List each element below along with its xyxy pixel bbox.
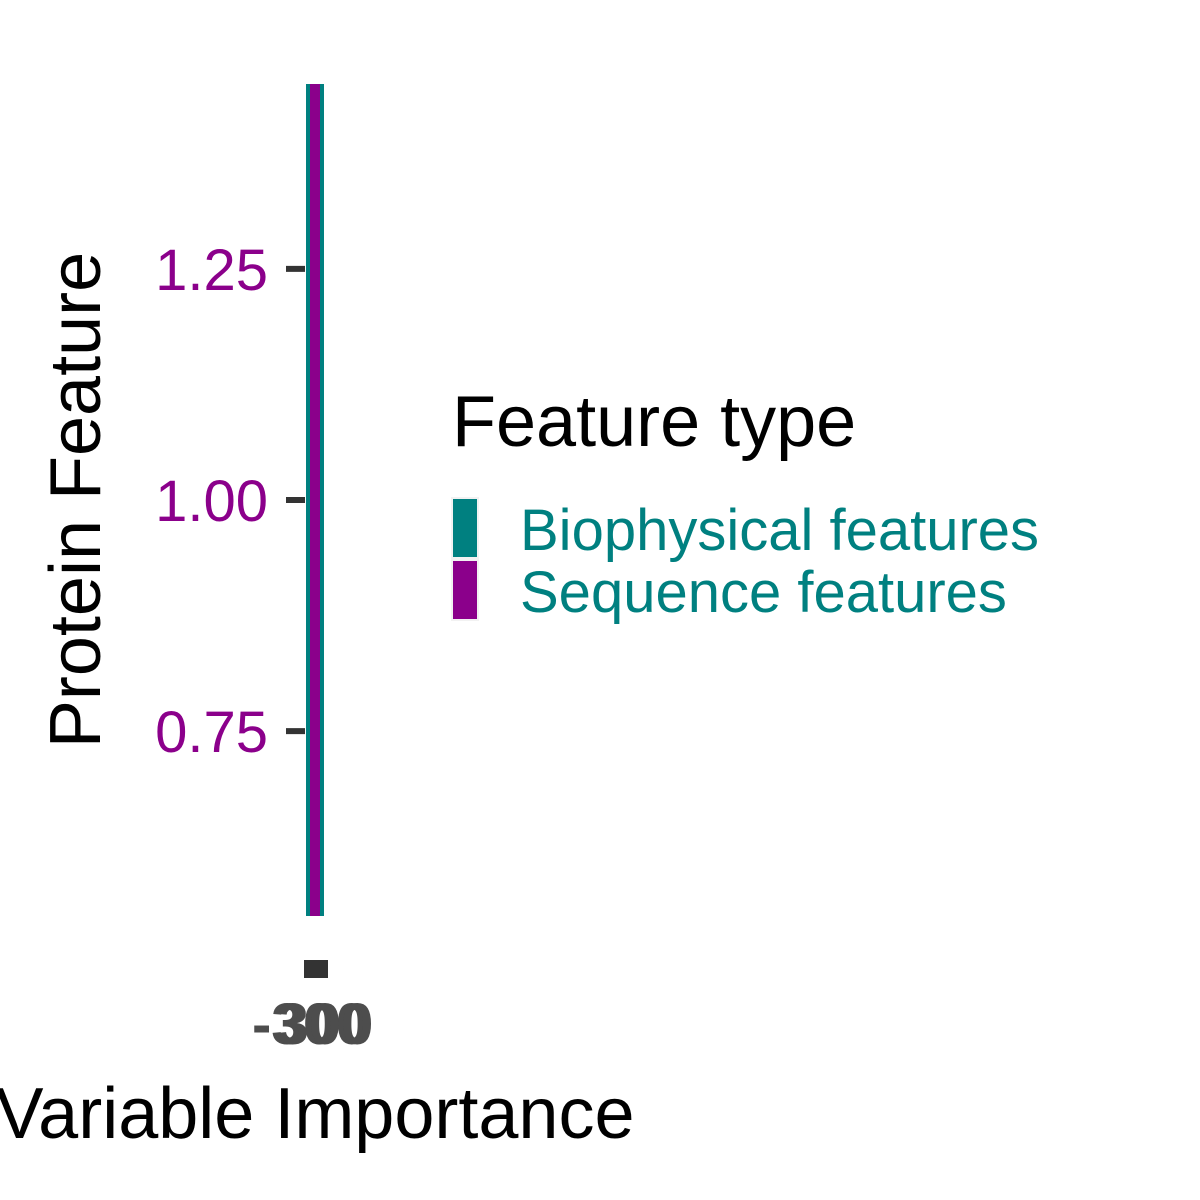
legend-key [451,559,479,621]
x-tick-label: 300 [277,992,374,1057]
legend: Feature type Biophysical featuresSequenc… [451,382,1039,625]
legend-key [451,497,479,559]
x-tick-label: 0 [303,992,335,1057]
bar-sequence-features [310,84,320,916]
legend-label: Biophysical features [520,498,1039,563]
legend-label: Sequence features [520,560,1007,625]
legend-title: Feature type [452,382,856,462]
y-tick-label: 1.25 [155,238,268,303]
y-tick-label: 0.75 [155,700,268,765]
x-tick-label: -300 [252,992,368,1057]
y-tick-label: 1.00 [155,469,268,534]
x-axis-title: Variable Importance [0,1074,635,1154]
bars-group [306,84,324,916]
y-axis-title: Protein Feature [36,252,116,748]
y-axis: 0.75 1.00 1.25 [155,238,305,765]
x-tick [304,960,328,978]
